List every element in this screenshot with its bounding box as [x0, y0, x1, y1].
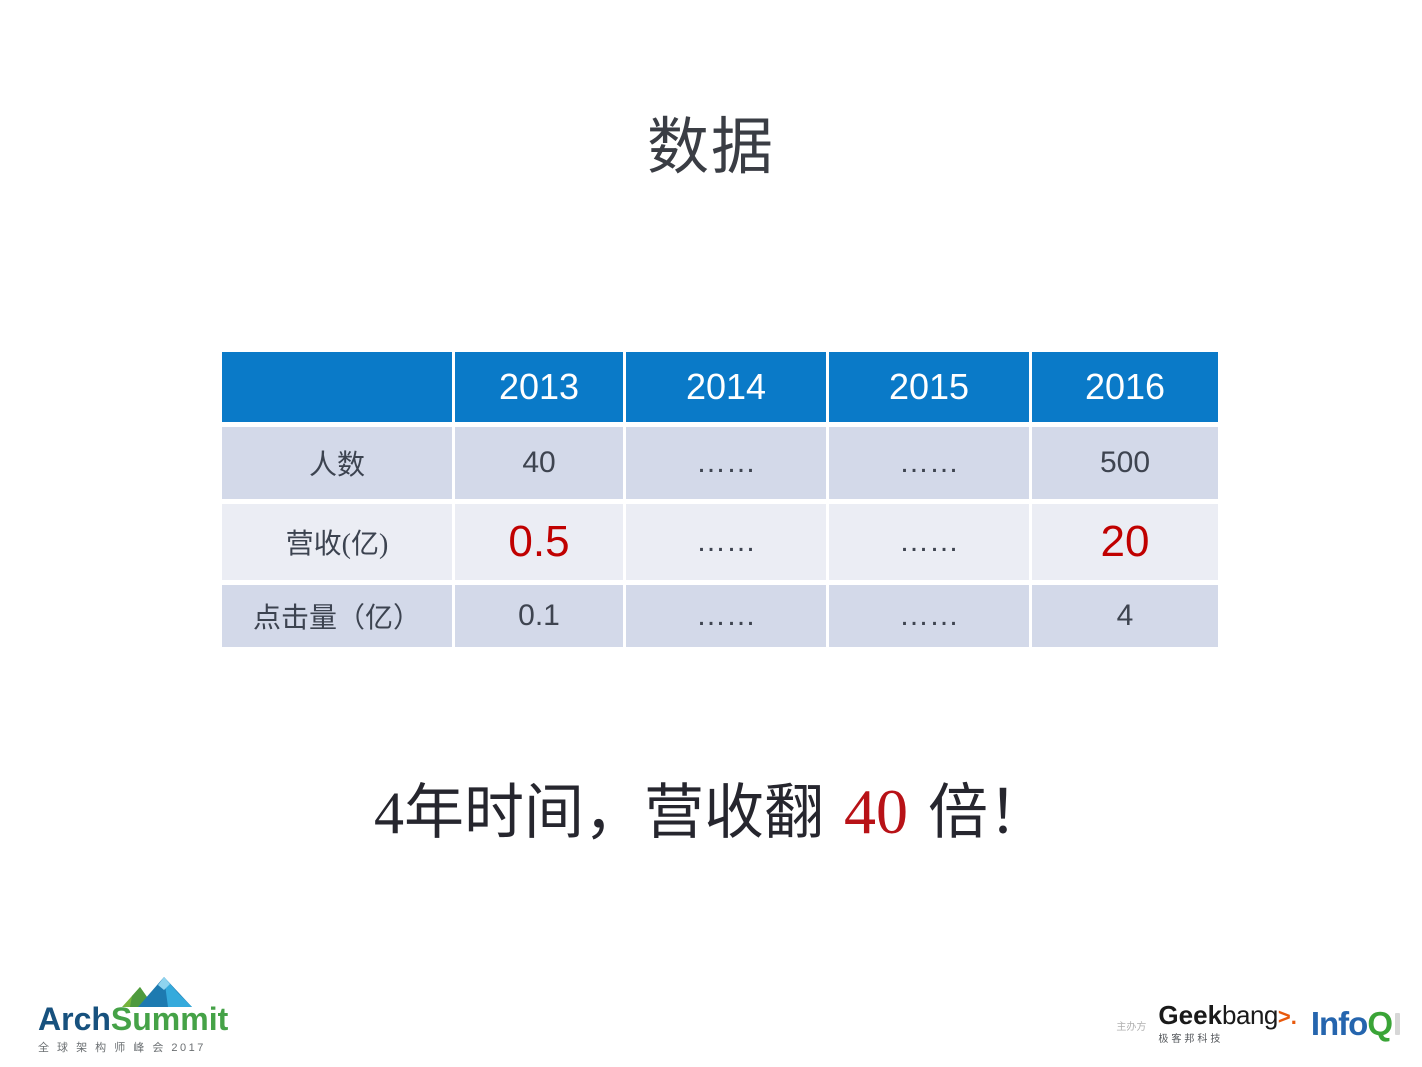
- host-label: 主办方: [1116, 1022, 1147, 1033]
- row-label-headcount: 人数: [222, 427, 452, 499]
- geekbang-wordmark: Geekbang>.: [1158, 1002, 1296, 1028]
- table-cell: ……: [829, 427, 1029, 499]
- table-cell: 40: [455, 427, 623, 499]
- mountain-icon: [122, 977, 192, 1007]
- table-cell-highlight: 20: [1032, 504, 1218, 580]
- infoq-logo: Info Q: [1311, 1005, 1400, 1043]
- callout-highlight-number: 40: [844, 776, 908, 847]
- row-label-revenue: 营收(亿): [222, 504, 452, 580]
- table-header-empty: [222, 352, 452, 422]
- geekbang-subtitle: 极客邦科技: [1158, 1034, 1224, 1045]
- geekbang-arrow-icon: >.: [1277, 1004, 1297, 1029]
- hosts-block: 主办方 Geekbang>. 极客邦科技 Info Q: [1116, 1002, 1400, 1045]
- geekbang-word-bang: bang: [1222, 1000, 1278, 1030]
- infoq-word-info: Info: [1310, 1004, 1368, 1042]
- archsummit-word-summit: Summit: [110, 1001, 229, 1037]
- table-cell: 500: [1032, 427, 1218, 499]
- archsummit-wordmark: ArchSummit: [38, 1001, 228, 1037]
- callout-prefix: 4年时间，营收翻: [374, 780, 824, 846]
- infoq-word-q: Q: [1367, 1004, 1393, 1042]
- table-cell-highlight: 0.5: [455, 504, 623, 580]
- table-cell: ……: [829, 504, 1029, 580]
- table-cell: ……: [626, 427, 826, 499]
- archsummit-tagline: 全 球 架 构 师 峰 会 2017: [38, 1042, 206, 1054]
- table-header-2014: 2014: [626, 352, 826, 422]
- table-cell: 0.1: [455, 585, 623, 647]
- table-cell: ……: [626, 504, 826, 580]
- callout-suffix: 倍！: [928, 780, 1048, 846]
- callout-sentence: 4年时间，营收翻 40 倍！: [0, 772, 1422, 852]
- table-cell: ……: [829, 585, 1029, 647]
- table-header-2015: 2015: [829, 352, 1029, 422]
- table-cell: ……: [626, 585, 826, 647]
- geekbang-word-geek: Geek: [1158, 1000, 1223, 1030]
- row-label-clicks: 点击量（亿）: [222, 585, 452, 647]
- geekbang-logo: Geekbang>. 极客邦科技: [1158, 1002, 1296, 1045]
- archsummit-logo: ArchSummit 全 球 架 构 师 峰 会 2017: [38, 975, 228, 1055]
- archsummit-word-arch: Arch: [38, 1001, 111, 1037]
- table-header-2013: 2013: [455, 352, 623, 422]
- data-table: 2013 2014 2015 2016 人数 40 …… …… 500 营收(亿…: [222, 352, 1218, 647]
- table-cell: 4: [1032, 585, 1218, 647]
- table-header-2016: 2016: [1032, 352, 1218, 422]
- page-title: 数据: [646, 113, 775, 182]
- infoq-vertical-text: [1395, 1012, 1400, 1035]
